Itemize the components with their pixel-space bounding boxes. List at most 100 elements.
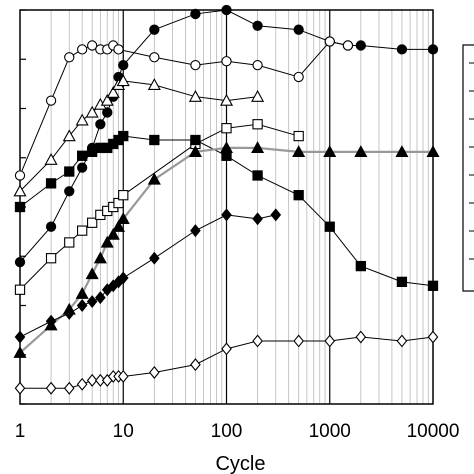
data-point: [75, 113, 89, 126]
data-point: [118, 60, 129, 71]
series-layer: [13, 4, 440, 395]
data-point: [64, 166, 75, 177]
data-point: [95, 291, 106, 305]
data-point: [77, 150, 88, 161]
data-point: [342, 40, 354, 51]
data-point: [64, 52, 75, 63]
data-point: [64, 237, 75, 248]
data-point: [188, 145, 202, 157]
data-point: [100, 235, 114, 248]
data-point: [86, 373, 98, 387]
data-point: [190, 8, 201, 20]
data-point: [396, 276, 408, 288]
data-point: [251, 89, 265, 102]
data-point: [93, 251, 107, 264]
data-point: [64, 186, 75, 197]
data-point: [85, 105, 99, 118]
x-tick-label: 10000: [407, 421, 460, 442]
data-point: [14, 381, 26, 395]
data-point: [117, 369, 129, 383]
data-point: [293, 24, 304, 35]
data-point: [252, 212, 263, 226]
data-point: [76, 299, 88, 312]
x-tick-label: 1: [15, 421, 26, 442]
data-point: [190, 358, 201, 372]
data-point: [111, 219, 126, 232]
data-point: [270, 208, 282, 222]
data-point: [95, 119, 106, 130]
data-point: [118, 130, 129, 142]
data-point: [147, 172, 161, 185]
data-point: [116, 74, 130, 87]
data-point: [149, 366, 160, 379]
data-point: [14, 284, 26, 295]
data-point: [14, 257, 26, 268]
data-point: [13, 184, 27, 197]
data-point: [113, 44, 124, 55]
data-point: [427, 44, 439, 55]
data-point: [355, 330, 367, 344]
data-point: [323, 145, 337, 157]
data-point: [118, 190, 129, 201]
data-point: [355, 40, 366, 51]
data-point: [76, 377, 88, 391]
data-point: [77, 162, 88, 173]
data-point: [106, 227, 120, 240]
data-point: [190, 134, 201, 146]
series-square-filled: [14, 130, 439, 291]
data-point: [44, 152, 58, 165]
data-point: [13, 346, 27, 358]
data-point: [149, 52, 160, 63]
x-tick-label: 100: [211, 421, 243, 442]
data-point: [116, 212, 130, 224]
data-point: [252, 334, 263, 348]
data-point: [62, 129, 76, 142]
data-point: [45, 95, 57, 106]
data-point: [324, 334, 336, 348]
data-point: [221, 208, 232, 222]
data-point: [427, 330, 439, 344]
series-triangle-open: [13, 74, 265, 197]
data-point: [252, 119, 263, 130]
data-point: [75, 286, 89, 299]
x-tick-label: 10: [113, 421, 134, 442]
data-point: [63, 381, 75, 395]
data-point: [324, 221, 335, 232]
data-point: [293, 130, 304, 142]
data-point: [219, 141, 234, 154]
data-point: [117, 271, 129, 285]
data-point: [396, 44, 408, 55]
data-point: [147, 78, 161, 91]
data-point: [87, 217, 98, 228]
data-point: [395, 145, 409, 157]
data-point: [221, 4, 232, 16]
data-point: [149, 134, 160, 146]
data-point: [45, 253, 57, 264]
data-point: [252, 20, 263, 31]
data-point: [149, 251, 160, 265]
data-point: [77, 44, 88, 55]
data-point: [426, 145, 440, 157]
series-diamond-filled: [14, 208, 282, 344]
data-point: [100, 93, 114, 106]
data-point: [85, 267, 99, 280]
x-axis-title: Cycle: [215, 453, 265, 474]
data-point: [188, 89, 202, 102]
data-point: [14, 170, 26, 181]
data-point: [45, 314, 57, 328]
data-point: [45, 381, 57, 395]
x-tick-labels: 1 10 100 1000 10000: [15, 421, 460, 442]
data-point: [106, 85, 120, 98]
data-point: [95, 373, 106, 387]
data-point: [292, 145, 306, 157]
data-point: [45, 178, 57, 189]
data-point: [355, 260, 366, 272]
data-point: [190, 224, 201, 238]
data-point: [14, 201, 26, 213]
data-point: [293, 190, 304, 201]
data-point: [251, 141, 265, 154]
data-point: [149, 24, 160, 35]
data-point: [396, 334, 408, 348]
data-point: [190, 60, 201, 71]
